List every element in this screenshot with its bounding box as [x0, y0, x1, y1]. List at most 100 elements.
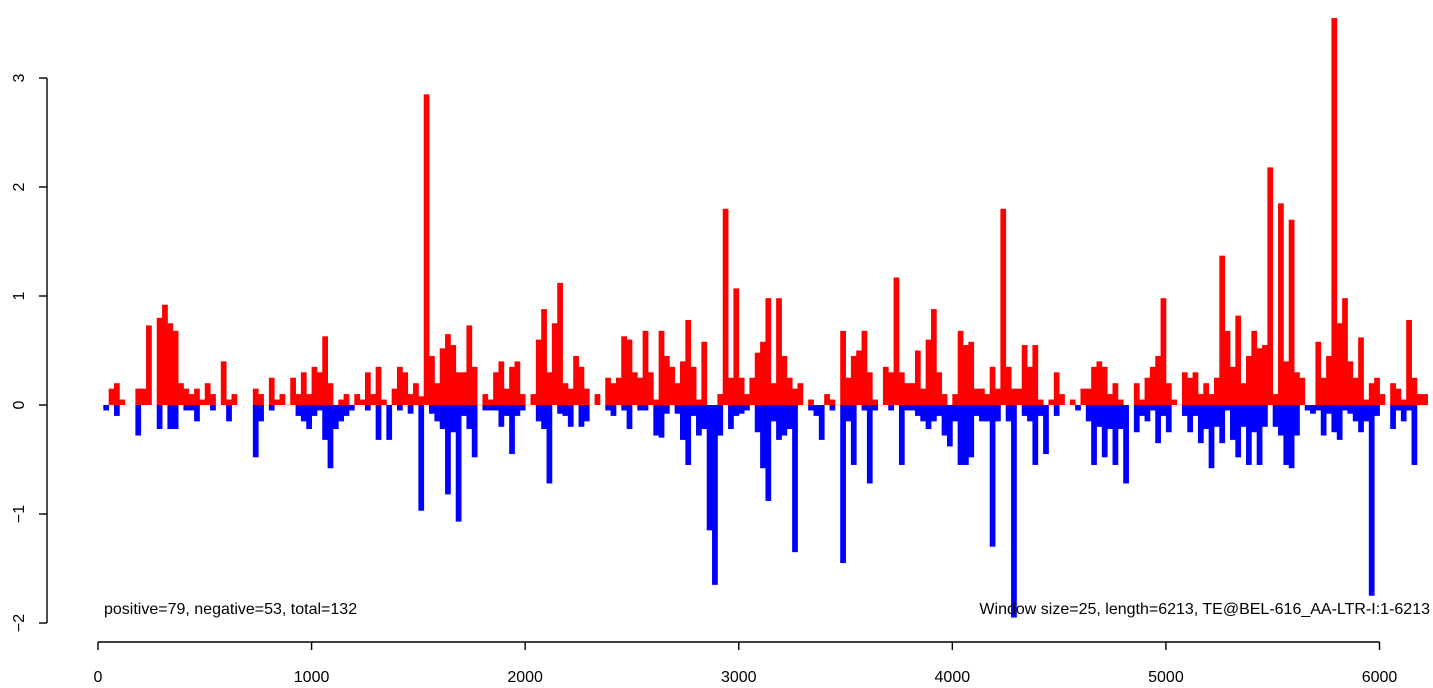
positive-bar	[754, 352, 761, 405]
negative-bar	[717, 405, 724, 436]
negative-bar	[947, 405, 953, 447]
negative-bar	[1294, 405, 1300, 436]
positive-bar	[1171, 399, 1177, 405]
negative-bar	[1411, 405, 1418, 465]
negative-bar	[295, 405, 302, 416]
negative-bar	[744, 405, 750, 411]
positive-bar	[824, 394, 830, 405]
positive-bar	[519, 394, 526, 405]
positive-bar	[1256, 348, 1263, 405]
positive-bar	[231, 394, 238, 405]
positive-bar	[461, 372, 467, 405]
negative-bar	[194, 405, 200, 422]
positive-bar	[653, 399, 660, 405]
negative-bar	[567, 405, 574, 427]
positive-bar	[423, 94, 430, 405]
negative-bar	[1123, 405, 1129, 484]
positive-bar	[1181, 372, 1188, 405]
positive-bar	[1107, 394, 1113, 405]
negative-bar	[172, 405, 179, 429]
positive-bar	[765, 298, 772, 405]
positive-series	[108, 18, 1428, 406]
positive-bar	[1326, 355, 1332, 405]
negative-bar	[1240, 405, 1247, 427]
negative-bar	[466, 405, 473, 429]
positive-bar	[1085, 388, 1092, 405]
positive-bar	[503, 388, 510, 405]
negative-bar	[1096, 405, 1103, 427]
positive-bar	[578, 366, 585, 405]
negative-bar	[1192, 405, 1199, 416]
negative-bar	[712, 405, 718, 585]
negative-bar	[327, 405, 334, 469]
negative-bar	[738, 405, 745, 414]
negative-bar	[1230, 405, 1236, 440]
positive-bar	[316, 372, 323, 405]
negative-bar	[792, 405, 798, 553]
positive-bar	[546, 372, 553, 405]
negative-bar	[1224, 405, 1231, 411]
positive-bar	[530, 394, 537, 405]
positive-bar	[204, 383, 211, 405]
positive-bar	[1005, 366, 1012, 405]
positive-bar	[728, 377, 734, 405]
y-tick-label: −2	[11, 614, 28, 632]
positive-bar	[567, 388, 574, 405]
positive-bar	[594, 394, 601, 405]
positive-bar	[322, 336, 328, 405]
positive-bar	[1262, 345, 1268, 405]
positive-bar	[413, 383, 419, 405]
negative-bar	[1272, 405, 1279, 427]
negative-bar	[103, 405, 110, 411]
positive-bar	[717, 394, 724, 405]
positive-bar	[963, 345, 969, 405]
positive-bar	[119, 399, 126, 405]
positive-bar	[760, 341, 766, 405]
positive-bar	[941, 394, 948, 405]
positive-bar	[1096, 361, 1103, 405]
negative-bar	[690, 405, 697, 416]
positive-bar	[749, 377, 756, 405]
negative-bar	[397, 405, 403, 411]
positive-bar	[904, 383, 911, 405]
negative-bar	[963, 405, 969, 465]
positive-bar	[856, 350, 862, 405]
y-tick-label: 0	[11, 400, 28, 409]
positive-bar	[829, 399, 836, 405]
positive-bar	[1133, 383, 1140, 405]
positive-bar	[770, 383, 777, 405]
negative-bar	[418, 405, 425, 511]
negative-bar	[930, 405, 937, 422]
positive-bar	[1400, 399, 1407, 405]
positive-bar	[968, 341, 975, 405]
positive-bar	[957, 330, 964, 405]
negative-bar	[1021, 405, 1028, 416]
negative-bar	[1160, 405, 1167, 416]
negative-bar	[1251, 405, 1258, 433]
positive-bar	[108, 388, 115, 405]
negative-bar	[706, 405, 713, 531]
positive-bar	[450, 345, 457, 405]
positive-bar	[1278, 203, 1284, 405]
positive-bar	[909, 383, 916, 405]
negative-bar	[979, 405, 985, 422]
positive-bar	[914, 350, 921, 405]
negative-bar	[776, 405, 782, 440]
positive-bar	[541, 309, 547, 405]
negative-bar	[653, 405, 660, 436]
plot-area	[103, 18, 1428, 618]
positive-bar	[1267, 167, 1274, 405]
negative-bar	[925, 405, 932, 429]
positive-bar	[429, 355, 435, 405]
positive-bar	[295, 394, 302, 405]
negative-bar	[332, 405, 339, 429]
positive-bar	[258, 394, 264, 405]
positive-bar	[973, 388, 980, 405]
negative-bar	[1075, 405, 1081, 411]
negative-bar	[642, 405, 649, 411]
positive-bar	[498, 361, 505, 405]
positive-bar	[925, 339, 932, 405]
summary-annotation: positive=79, negative=53, total=132	[104, 601, 357, 618]
negative-bar	[471, 405, 478, 458]
positive-bar	[1342, 298, 1348, 405]
